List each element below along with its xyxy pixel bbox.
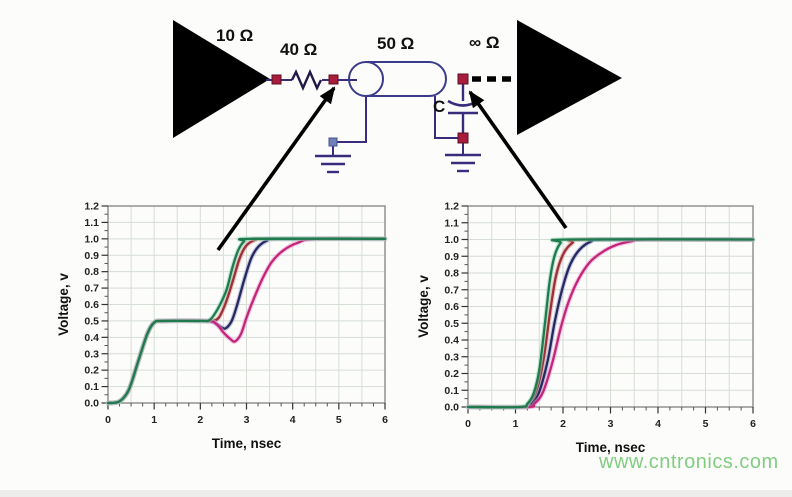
y-tick-label: 0.8 <box>84 266 99 278</box>
x-tick-label: 3 <box>244 414 250 426</box>
x-tick-label: 5 <box>703 418 709 430</box>
plot-frame <box>467 205 754 408</box>
y-tick-label: 0.6 <box>84 299 99 311</box>
x-tick-label: 4 <box>655 418 661 430</box>
series-navy <box>106 237 387 405</box>
y-tick-label: 1.1 <box>84 217 99 229</box>
y-tick-label: 0.1 <box>444 385 459 397</box>
series-navy-glow <box>105 236 388 406</box>
x-tick-label: 1 <box>513 418 519 430</box>
x-tick-label: 6 <box>750 418 756 430</box>
x-tick-label: 0 <box>465 418 471 430</box>
series-green <box>106 237 387 405</box>
y-tick-label: 0.0 <box>444 402 459 414</box>
capacitor-label: C <box>433 97 446 116</box>
y-tick-label: 0.0 <box>84 398 99 410</box>
series-green-glow <box>465 236 756 410</box>
y-axis-title: Voltage, v <box>56 273 71 336</box>
series-red-glow <box>105 236 388 406</box>
x-tick-label: 1 <box>151 414 157 426</box>
y-tick-label: 0.5 <box>84 315 99 327</box>
series-red-glow <box>465 236 756 410</box>
line-impedance-label: 50 Ω <box>377 34 415 53</box>
chart-right: 0 1 2 3 4 5 6 0.0 0.1 0.2 0.3 0.4 0.5 0.6 0.7 0.8 0.9 1.0… <box>416 201 756 456</box>
ground-symbol-right <box>445 153 481 173</box>
circuit-wires <box>266 79 465 155</box>
x-tick-label: 6 <box>382 414 388 426</box>
y-tick-label: 0.4 <box>84 332 99 344</box>
y-tick-label: 1.2 <box>84 201 99 213</box>
series-red <box>106 237 387 405</box>
series-green-glow <box>105 236 388 406</box>
x-tick-label: 5 <box>336 414 342 426</box>
series-resistor-label: 40 Ω <box>280 40 318 59</box>
driver-impedance-label: 10 Ω <box>216 26 254 45</box>
series-navy-glow <box>465 237 756 410</box>
transmission-line-symbol <box>348 61 447 97</box>
y-tick-label: 1.0 <box>84 233 99 245</box>
y-tick-label: 0.3 <box>84 348 99 360</box>
series-red <box>466 238 755 409</box>
x-tick-label: 3 <box>608 418 614 430</box>
receiver-triangle <box>517 20 622 135</box>
ground-symbol-left <box>315 154 351 174</box>
series-navy <box>466 238 755 409</box>
x-tick-label: 4 <box>290 414 296 426</box>
y-tick-label: 0.2 <box>444 368 459 380</box>
arrow-to-line-input <box>216 86 336 252</box>
x-tick-label: 2 <box>560 418 566 430</box>
y-tick-label: 0.3 <box>444 351 459 363</box>
y-tick-label: 0.9 <box>444 251 459 263</box>
watermark: www.cntronics.com <box>599 451 779 473</box>
y-tick-label: 0.9 <box>84 250 99 262</box>
x-tick-label: 2 <box>197 414 203 426</box>
capacitor-symbol <box>447 99 479 115</box>
bottom-artifact-band <box>0 490 792 497</box>
y-axis-title: Voltage, v <box>416 275 431 338</box>
y-tick-label: 0.7 <box>444 284 459 296</box>
series-magenta-glow <box>465 237 756 410</box>
y-tick-label: 0.1 <box>84 381 99 393</box>
y-tick-label: 0.7 <box>84 283 99 295</box>
series-green <box>466 238 755 409</box>
arrow-to-line-output <box>468 90 568 230</box>
chart-left: 0 1 2 3 4 5 6 0.0 0.1 0.2 0.3 0.4 0.5 0.6 0.7 0.8 0.9 1.0… <box>56 201 388 452</box>
x-tick-label: 0 <box>105 414 111 426</box>
series-magenta <box>466 238 755 409</box>
y-tick-label: 0.5 <box>444 318 459 330</box>
y-tick-label: 0.8 <box>444 268 459 280</box>
y-tick-label: 0.4 <box>444 335 459 347</box>
y-tick-label: 1.0 <box>444 234 459 246</box>
plot-frame <box>107 205 386 404</box>
y-tick-label: 1.2 <box>444 201 459 213</box>
series-magenta <box>106 237 387 405</box>
series-magenta-glow <box>105 236 388 406</box>
x-axis-title: Time, nsec <box>212 436 282 451</box>
resistor-symbol <box>290 69 323 91</box>
receiver-impedance-label: ∞ Ω <box>469 33 500 52</box>
y-tick-label: 0.2 <box>84 365 99 377</box>
ground-node <box>328 137 338 147</box>
y-tick-label: 1.1 <box>444 217 459 229</box>
y-tick-label: 0.6 <box>444 301 459 313</box>
